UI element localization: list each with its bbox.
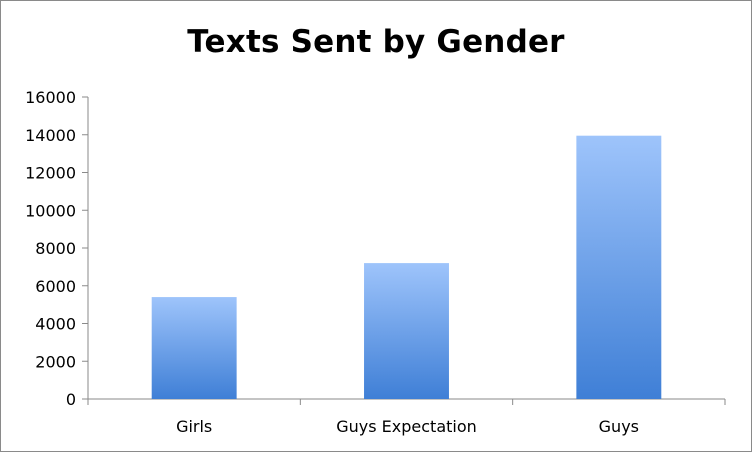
y-tick-label: 6000 (35, 277, 76, 296)
y-tick-label: 14000 (25, 126, 76, 145)
x-tick-labels: Girls Guys Expectation Guys (176, 417, 639, 436)
y-axis: 0 2000 4000 6000 8000 10000 12000 14000 16000 (25, 88, 89, 409)
bar-guys (576, 135, 662, 399)
bar-girls (151, 297, 237, 399)
y-tick-label: 4000 (35, 315, 76, 334)
y-tick-label: 12000 (25, 164, 76, 183)
chart-title: Texts Sent by Gender (187, 24, 565, 60)
x-tick-label: Guys (599, 417, 639, 436)
x-tick-label: Girls (176, 417, 212, 436)
bar-guys-expectation (364, 263, 449, 399)
x-axis (87, 398, 726, 405)
bars (151, 135, 662, 399)
y-tick-label: 2000 (35, 352, 76, 371)
x-tick-label: Guys Expectation (336, 417, 477, 436)
y-tick-label: 16000 (25, 88, 76, 107)
y-tick-label: 8000 (35, 239, 76, 258)
y-tick-label: 10000 (25, 201, 76, 220)
y-tick-label: 0 (66, 390, 76, 409)
